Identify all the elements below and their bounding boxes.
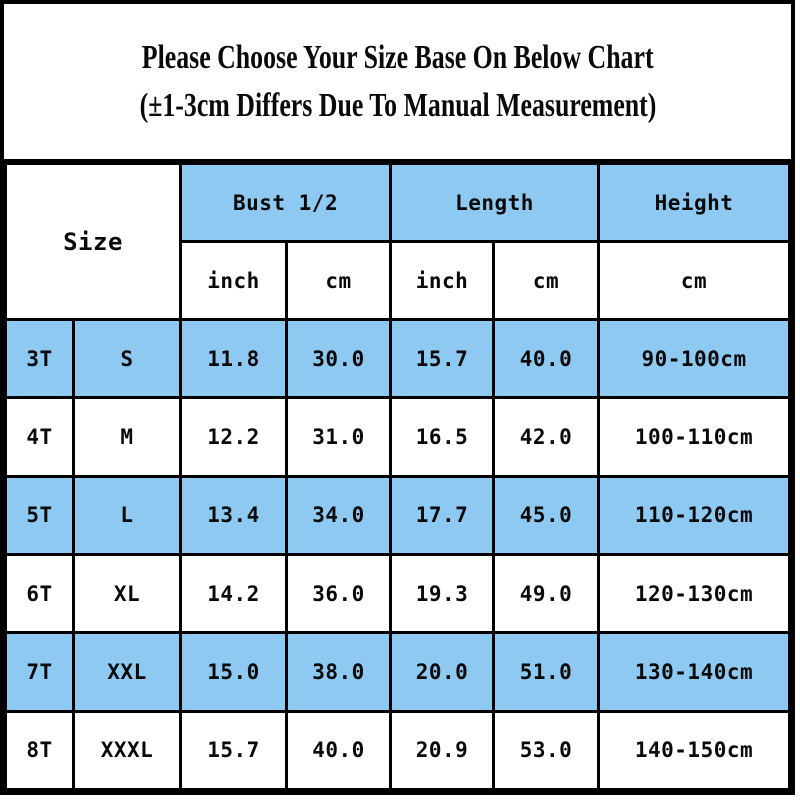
size-table-header: Size Bust 1/2 Length Height inch cm inch… <box>4 162 791 321</box>
size-table-body: 3T S 11.8 30.0 15.7 40.0 90-100cm 4T M 1… <box>4 317 791 791</box>
header-bust-cm: cm <box>285 240 393 321</box>
cell-size-letter: M <box>71 396 183 478</box>
cell-height: 130-140cm <box>597 631 791 713</box>
cell-size-letter: XXL <box>71 631 183 713</box>
cell-bust-cm: 30.0 <box>285 317 393 400</box>
header-length-inch: inch <box>389 240 496 321</box>
cell-height: 100-110cm <box>597 396 791 478</box>
table-row-3t: 3T S 11.8 30.0 15.7 40.0 90-100cm <box>4 317 791 400</box>
cell-size-code: 6T <box>4 552 75 635</box>
cell-bust-cm: 31.0 <box>285 396 393 478</box>
cell-length-inch: 15.7 <box>389 317 496 400</box>
cell-length-cm: 40.0 <box>492 317 601 400</box>
table-row-7t: 7T XXL 15.0 38.0 20.0 51.0 130-140cm <box>4 631 791 713</box>
cell-length-inch: 20.9 <box>389 709 496 791</box>
cell-length-cm: 42.0 <box>492 396 601 478</box>
cell-size-letter: XXXL <box>71 709 183 791</box>
header-group-row: Size Bust 1/2 Length Height <box>4 162 791 321</box>
cell-bust-inch: 14.2 <box>179 552 289 635</box>
header-unit-row: inch cm inch cm cm <box>6 240 791 321</box>
cell-length-inch: 17.7 <box>389 474 496 556</box>
cell-height: 110-120cm <box>597 474 791 556</box>
header-height-cm: cm <box>597 240 791 321</box>
cell-length-inch: 16.5 <box>389 396 496 478</box>
cell-bust-inch: 13.4 <box>179 474 289 556</box>
cell-height: 120-130cm <box>597 552 791 635</box>
header-height: Height <box>597 162 791 243</box>
cell-bust-inch: 15.0 <box>179 631 289 713</box>
header-bust-inch: inch <box>179 240 289 321</box>
title-line-2: (±1-3cm Differs Due To Manual Measuremen… <box>139 86 656 124</box>
cell-length-cm: 49.0 <box>492 552 601 635</box>
cell-bust-cm: 34.0 <box>285 474 393 556</box>
cell-size-letter: XL <box>71 552 183 635</box>
cell-length-inch: 20.0 <box>389 631 496 713</box>
header-length-cm: cm <box>492 240 601 321</box>
cell-bust-cm: 38.0 <box>285 631 393 713</box>
cell-size-code: 5T <box>4 474 75 556</box>
cell-length-cm: 51.0 <box>492 631 601 713</box>
cell-size-code: 8T <box>4 709 75 791</box>
cell-size-letter: S <box>71 317 183 400</box>
cell-length-inch: 19.3 <box>389 552 496 635</box>
cell-bust-inch: 12.2 <box>179 396 289 478</box>
cell-bust-inch: 11.8 <box>179 317 289 400</box>
table-row-6t: 6T XL 14.2 36.0 19.3 49.0 120-130cm <box>4 552 791 635</box>
cell-length-cm: 53.0 <box>492 709 601 791</box>
cell-size-code: 4T <box>4 396 75 478</box>
cell-height: 140-150cm <box>597 709 791 791</box>
cell-bust-cm: 36.0 <box>285 552 393 635</box>
cell-bust-cm: 40.0 <box>285 709 393 791</box>
size-table: Size Bust 1/2 Length Height inch cm inch… <box>4 162 791 791</box>
cell-bust-inch: 15.7 <box>179 709 289 791</box>
header-bust: Bust 1/2 <box>179 162 393 243</box>
table-row-5t: 5T L 13.4 34.0 17.7 45.0 110-120cm <box>4 474 791 556</box>
cell-length-cm: 45.0 <box>492 474 601 556</box>
table-row-4t: 4T M 12.2 31.0 16.5 42.0 100-110cm <box>4 396 791 478</box>
title-line-1: Please Choose Your Size Base On Below Ch… <box>141 38 654 76</box>
cell-size-code: 3T <box>4 317 75 400</box>
cell-size-letter: L <box>71 474 183 556</box>
cell-height: 90-100cm <box>597 317 791 400</box>
chart-title-box: Please Choose Your Size Base On Below Ch… <box>4 4 791 162</box>
header-length: Length <box>389 162 601 243</box>
table-row-8t: 8T XXXL 15.7 40.0 20.9 53.0 140-150cm <box>4 709 791 791</box>
header-size: Size <box>4 162 183 321</box>
cell-size-code: 7T <box>4 631 75 713</box>
